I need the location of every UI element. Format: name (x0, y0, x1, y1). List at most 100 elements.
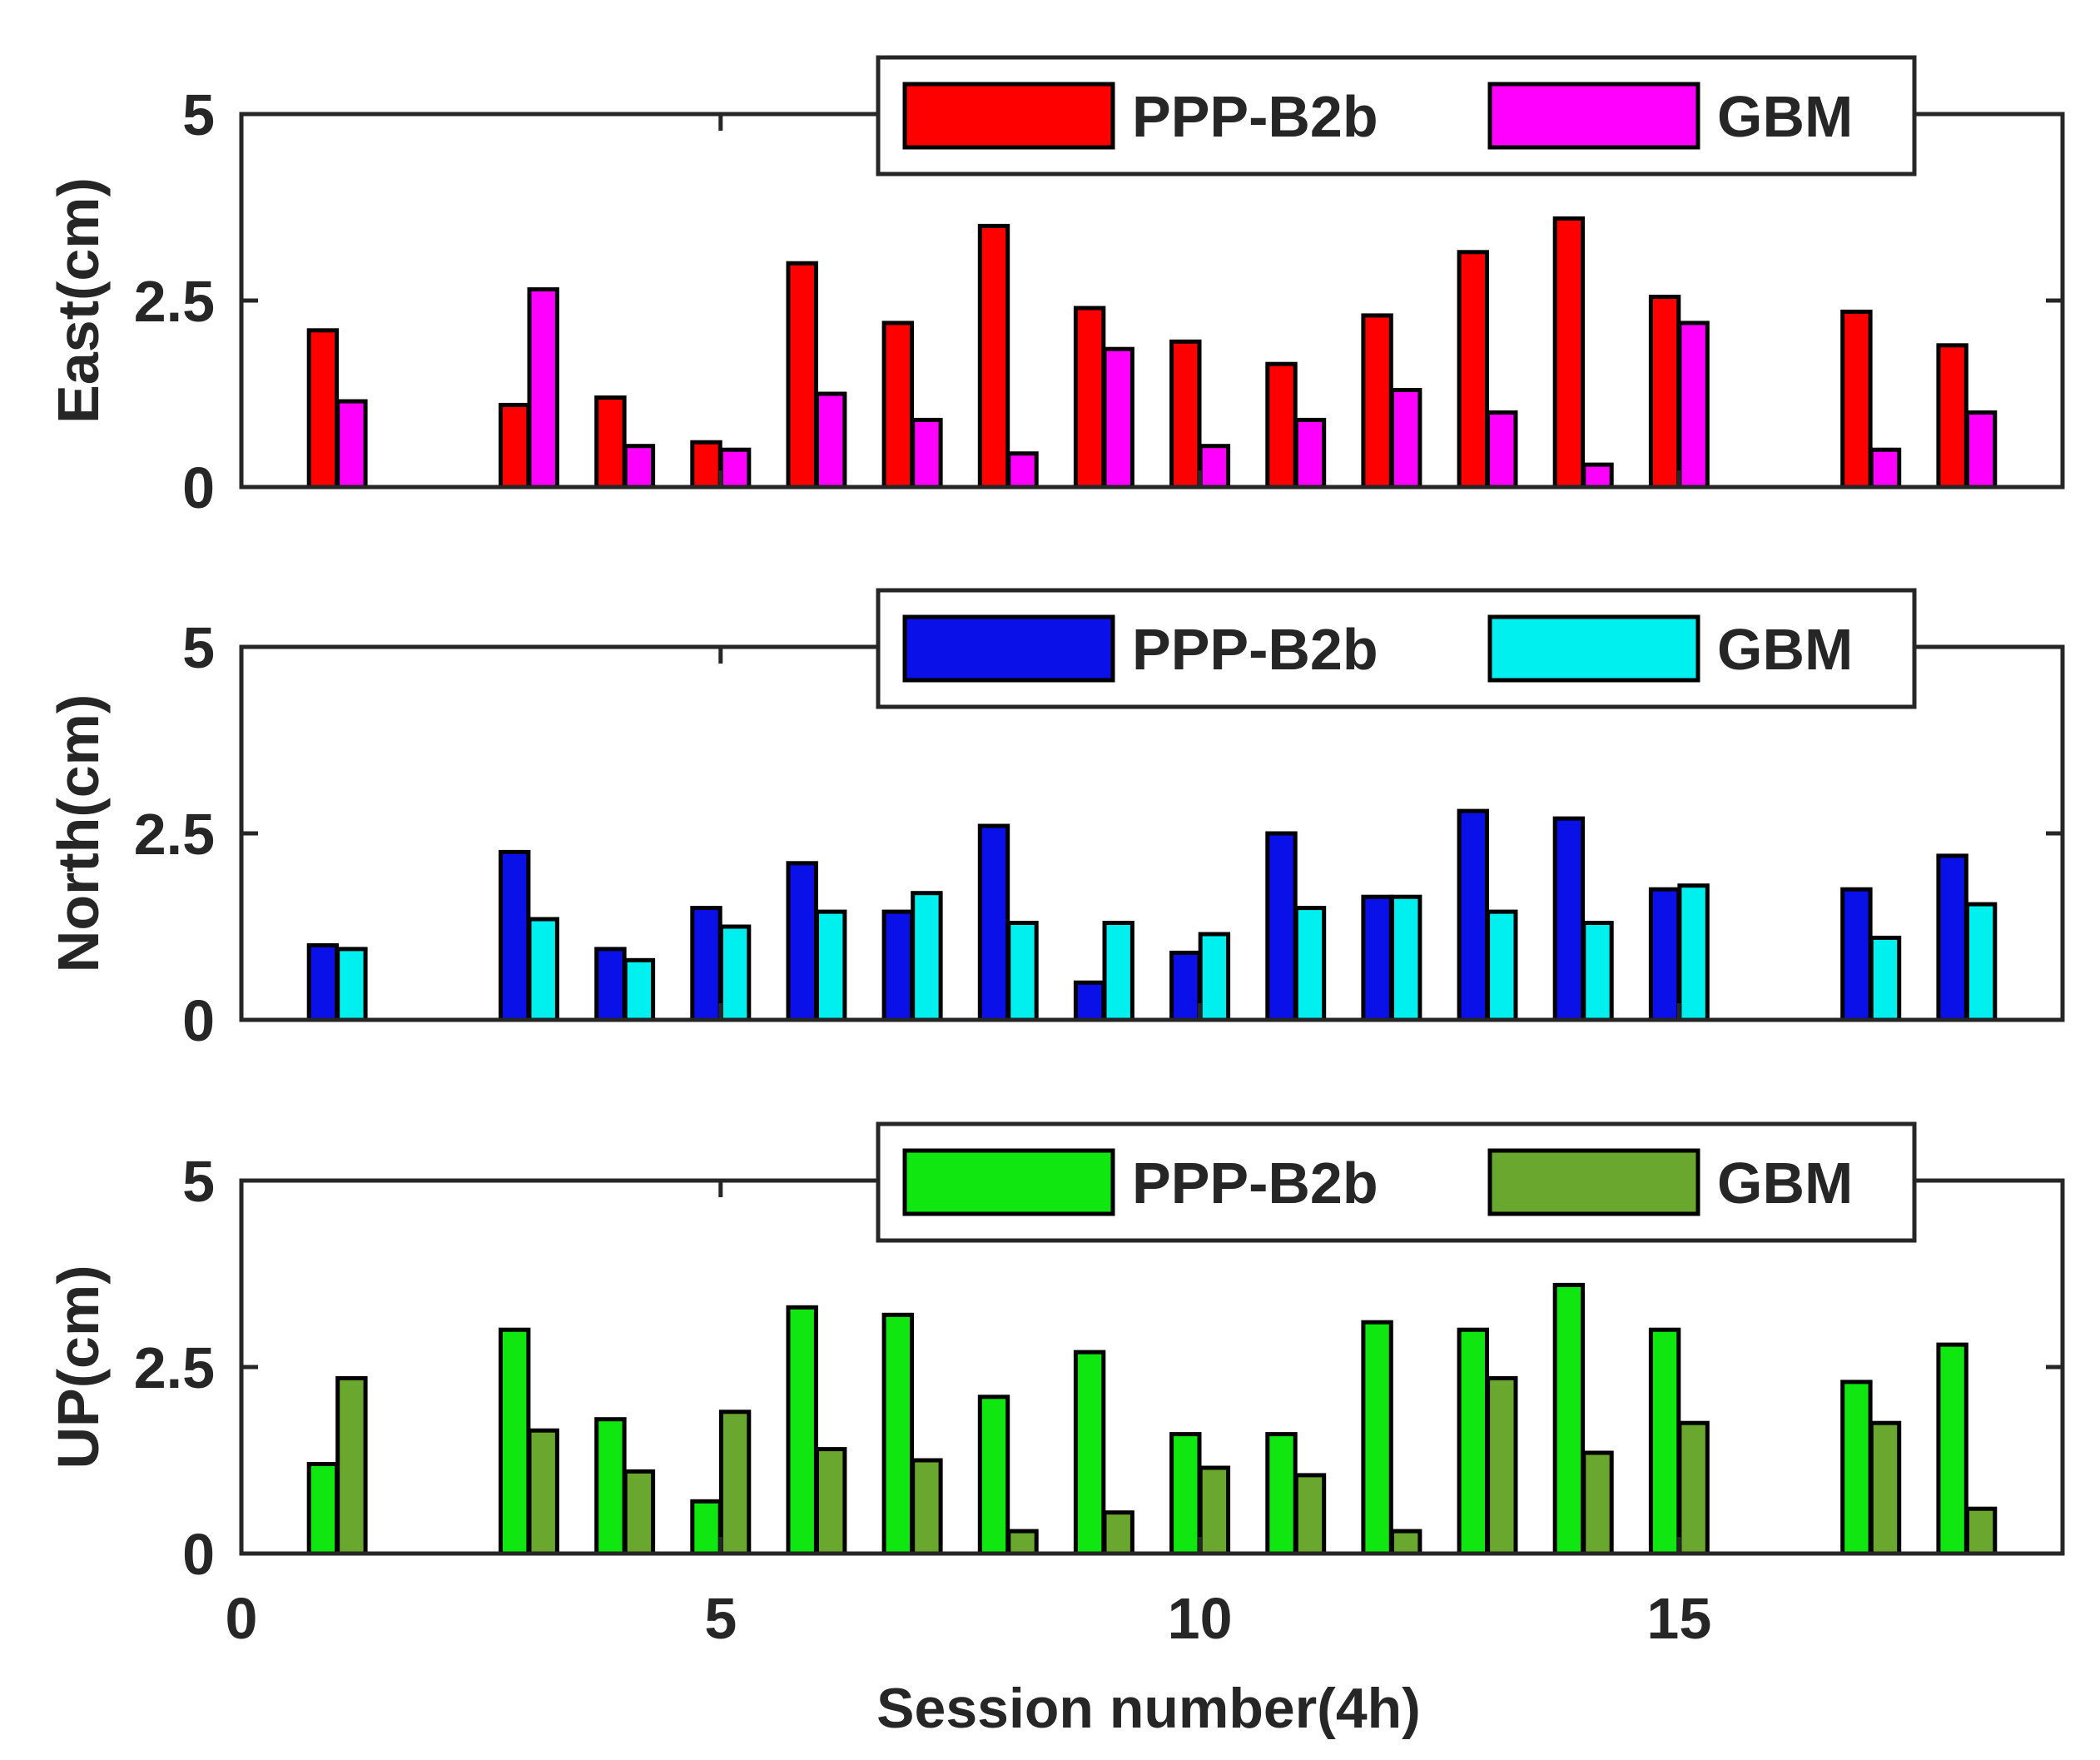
y-axis-label: UP(cm) (46, 1265, 111, 1469)
bar-ppp-b2b-6 (786, 1305, 818, 1556)
bar-ppp-b2b-14 (1552, 1282, 1586, 1556)
bar-gbm-8 (1006, 451, 1039, 490)
bar-gbm-13 (1486, 909, 1518, 1022)
bar-ppp-b2b-5 (690, 906, 722, 1022)
bar-ppp-b2b-10 (1169, 339, 1202, 490)
bar-gbm-3 (527, 917, 559, 1022)
bar-gbm-14 (1581, 462, 1614, 490)
bar-gbm-14 (1581, 1450, 1614, 1556)
bar-gbm-9 (1102, 1510, 1134, 1556)
bar-ppp-b2b-11 (1265, 361, 1298, 490)
x-tick-label: 0 (226, 1586, 258, 1651)
bar-ppp-b2b-15 (1648, 887, 1681, 1022)
bar-gbm-7 (911, 417, 943, 490)
bar-ppp-b2b-1 (306, 328, 340, 490)
legend-label-gbm: GBM (1717, 84, 1853, 149)
bar-ppp-b2b-8 (977, 223, 1010, 490)
bar-gbm-8 (1006, 921, 1039, 1022)
legend-label-ppp-b2b: PPP-B2b (1132, 617, 1378, 682)
bar-gbm-17 (1869, 447, 1902, 490)
bar-ppp-b2b-12 (1361, 313, 1393, 490)
bar-gbm-15 (1677, 1420, 1710, 1556)
bar-ppp-b2b-17 (1840, 309, 1873, 490)
y-tick-label: 0 (182, 988, 215, 1053)
bar-gbm-6 (815, 909, 847, 1022)
legend-label-ppp-b2b: PPP-B2b (1132, 84, 1378, 149)
bar-ppp-b2b-9 (1073, 306, 1106, 490)
bar-gbm-10 (1198, 444, 1231, 490)
bar-gbm-5 (718, 447, 752, 490)
bar-gbm-7 (911, 891, 943, 1022)
bar-ppp-b2b-12 (1361, 1320, 1393, 1556)
bar-gbm-17 (1869, 1420, 1902, 1556)
bar-ppp-b2b-1 (306, 942, 340, 1022)
x-tick-label: 5 (704, 1586, 737, 1651)
y-axis-label: North(cm) (46, 694, 111, 972)
bar-gbm-4 (623, 1469, 656, 1556)
bar-ppp-b2b-13 (1457, 808, 1489, 1022)
y-tick-label: 5 (182, 615, 215, 680)
y-tick-label: 0 (182, 455, 215, 520)
bar-ppp-b2b-7 (881, 909, 914, 1022)
bar-gbm-12 (1390, 894, 1422, 1022)
bar-ppp-b2b-14 (1552, 816, 1586, 1022)
legend: PPP-B2b GBM (876, 588, 1917, 709)
bar-ppp-b2b-4 (594, 1417, 627, 1556)
bar-gbm-17 (1869, 935, 1902, 1022)
bar-ppp-b2b-5 (690, 440, 722, 490)
bar-ppp-b2b-10 (1169, 950, 1202, 1022)
chart-panel-2: 0 2.5 5 North(cm) PPP-B2b GBM (46, 588, 2065, 1053)
bar-ppp-b2b-14 (1552, 216, 1586, 490)
bar-gbm-18 (1964, 1506, 1998, 1556)
y-tick-label: 5 (182, 1149, 215, 1214)
bar-ppp-b2b-5 (690, 1499, 722, 1556)
chart-panel-1: 0 2.5 5 East(cm) PPP-B2b GBM (46, 55, 2065, 520)
bar-ppp-b2b-4 (594, 947, 627, 1022)
bar-ppp-b2b-10 (1169, 1432, 1202, 1556)
legend: PPP-B2b GBM (876, 1121, 1917, 1243)
bar-ppp-b2b-15 (1648, 295, 1681, 490)
y-tick-label: 0 (182, 1522, 215, 1587)
bar-gbm-1 (335, 399, 368, 490)
bar-ppp-b2b-11 (1265, 1432, 1298, 1556)
bar-ppp-b2b-18 (1936, 343, 1968, 490)
legend-label-gbm: GBM (1717, 617, 1853, 682)
bar-ppp-b2b-8 (977, 823, 1010, 1022)
bar-ppp-b2b-7 (881, 321, 914, 490)
bar-gbm-13 (1486, 410, 1518, 490)
legend-swatch-gbm (1487, 614, 1700, 683)
legend-swatch-ppp-b2b (902, 1148, 1115, 1216)
bar-gbm-18 (1964, 410, 1998, 490)
x-axis-label: Session number(4h) (876, 1677, 1421, 1740)
legend-label-ppp-b2b: PPP-B2b (1132, 1151, 1378, 1216)
bar-gbm-10 (1198, 1465, 1231, 1556)
bar-ppp-b2b-12 (1361, 894, 1393, 1022)
bar-gbm-8 (1006, 1529, 1039, 1556)
bar-gbm-7 (911, 1458, 943, 1556)
bar-gbm-12 (1390, 388, 1422, 490)
bar-ppp-b2b-3 (499, 1327, 531, 1556)
bar-gbm-5 (718, 1409, 752, 1556)
bar-ppp-b2b-3 (499, 849, 531, 1022)
bar-ppp-b2b-4 (594, 395, 627, 490)
bar-gbm-9 (1102, 346, 1134, 490)
bar-gbm-13 (1486, 1375, 1518, 1556)
bar-gbm-4 (623, 444, 656, 490)
legend-box (876, 1121, 1917, 1243)
bar-ppp-b2b-11 (1265, 831, 1298, 1022)
legend-swatch-gbm (1487, 82, 1700, 150)
bar-gbm-12 (1390, 1529, 1422, 1556)
bar-gbm-5 (718, 924, 752, 1022)
y-tick-label: 5 (182, 82, 215, 147)
bar-gbm-10 (1198, 932, 1231, 1022)
bar-gbm-4 (623, 957, 656, 1022)
bar-gbm-9 (1102, 921, 1134, 1022)
bar-gbm-11 (1293, 906, 1327, 1022)
y-tick-label: 2.5 (134, 802, 215, 867)
bar-gbm-18 (1964, 902, 1998, 1022)
x-tick-label: 15 (1646, 1586, 1711, 1651)
bar-ppp-b2b-7 (881, 1312, 914, 1556)
bar-ppp-b2b-8 (977, 1395, 1010, 1556)
